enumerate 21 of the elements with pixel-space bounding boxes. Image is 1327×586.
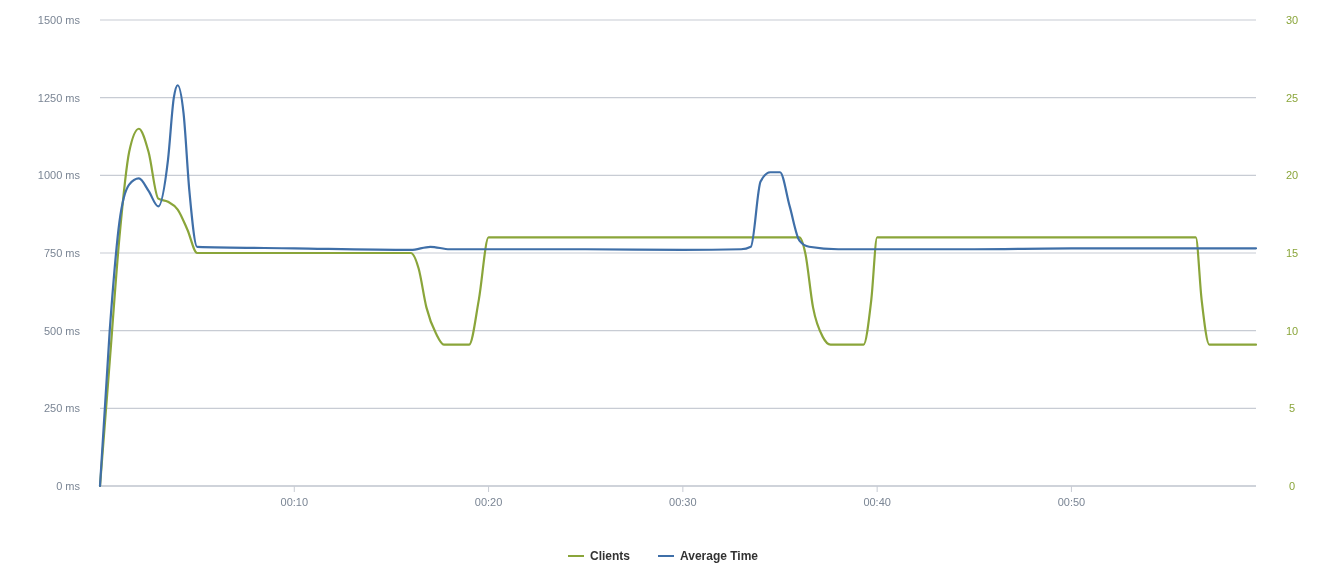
x-tick-label: 00:50 (1057, 496, 1086, 508)
y-tick-label: 1000 ms (37, 169, 81, 182)
x-tick-label: 00:10 (280, 496, 309, 508)
y2-tick-label: 5 (1288, 402, 1296, 415)
y2-tick-label: 25 (1285, 91, 1299, 104)
y2-tick-label: 0 (1288, 480, 1296, 492)
y-tick-label: 1500 ms (37, 14, 81, 26)
x-tick-label: 00:30 (669, 496, 697, 508)
y2-tick-label: 10 (1285, 324, 1299, 337)
y2-tick-label: 15 (1285, 247, 1299, 259)
x-tick-label: 00:40 (863, 496, 891, 508)
y-tick-label: 1250 ms (37, 91, 81, 104)
y-tick-label: 250 ms (43, 402, 81, 415)
y2-tick-label: 30 (1285, 14, 1299, 26)
y-tick-label: 0 ms (56, 480, 81, 492)
x-tick-label: 00:20 (474, 496, 503, 508)
legend-label: Clients (590, 549, 631, 563)
y-tick-label: 750 ms (43, 247, 81, 259)
legend-label: Average Time (680, 549, 759, 563)
y-tick-label: 500 ms (43, 324, 81, 337)
y2-tick-label: 20 (1285, 169, 1299, 182)
